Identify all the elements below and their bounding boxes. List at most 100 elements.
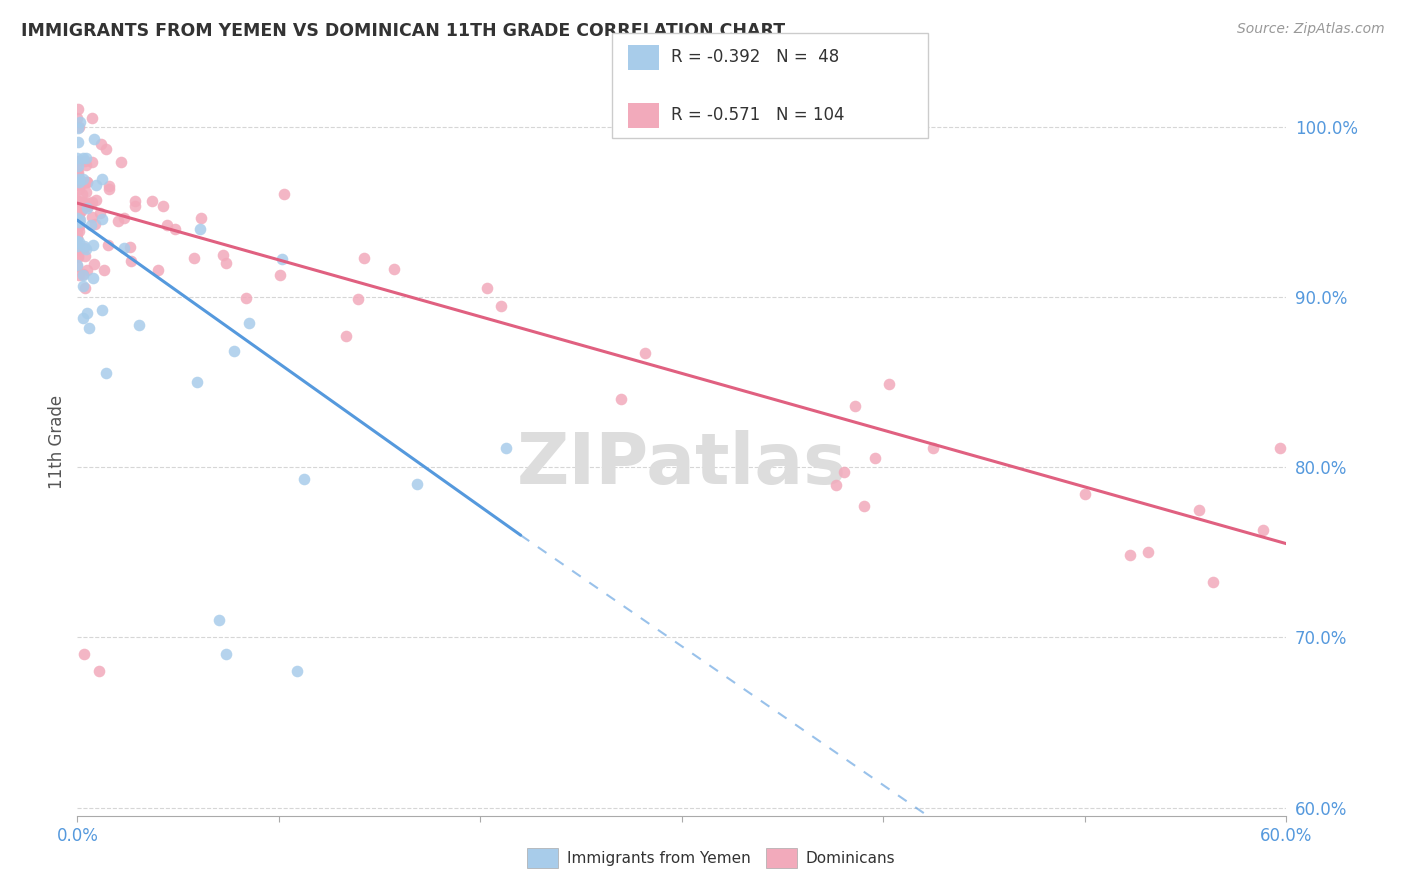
Point [90, 136, 112, 151]
Point [70, 186, 93, 201]
Point [73, 241, 96, 255]
Point [87, 665, 110, 679]
Point [66, 258, 89, 272]
Point [76, 175, 98, 189]
Point [66, 236, 89, 251]
Point [922, 441, 945, 455]
Point [1119, 548, 1142, 562]
Point [1202, 574, 1225, 589]
Point [865, 451, 887, 466]
Point [66, 178, 89, 192]
Text: Dominicans: Dominicans [806, 851, 896, 865]
Point [72, 172, 94, 186]
Point [67, 172, 90, 186]
Point [89, 206, 111, 220]
Point [107, 213, 129, 227]
Point [292, 472, 315, 486]
Point [67, 244, 90, 258]
Point [112, 241, 135, 255]
Point [69, 115, 91, 129]
Point [69, 213, 91, 227]
Point [124, 199, 146, 213]
Point [879, 376, 901, 391]
Point [66, 250, 89, 264]
Point [67, 175, 90, 189]
Point [67, 211, 90, 225]
Point [285, 665, 308, 679]
Point [382, 262, 405, 277]
Point [93, 262, 115, 277]
Point [66, 202, 89, 216]
Point [82, 238, 104, 252]
Point [235, 291, 257, 305]
Point [66, 151, 89, 165]
Text: ZIPatlas: ZIPatlas [517, 430, 846, 499]
Point [66, 201, 89, 215]
Point [183, 251, 205, 265]
Point [67, 268, 90, 282]
Point [163, 222, 186, 236]
Point [66, 225, 89, 239]
Point [91, 172, 114, 186]
Point [67, 214, 90, 228]
Point [94, 367, 117, 381]
Point [66, 193, 89, 207]
Point [1268, 441, 1291, 455]
Point [215, 256, 238, 270]
Point [67, 248, 90, 262]
Point [72, 176, 94, 190]
Point [66, 238, 89, 252]
Point [69, 173, 91, 187]
Point [66, 259, 89, 273]
Point [82, 195, 104, 210]
Point [188, 222, 211, 236]
Point [72, 311, 94, 326]
Point [76, 199, 98, 213]
Point [70, 194, 93, 209]
Point [491, 299, 513, 313]
Point [82, 112, 104, 126]
Point [208, 613, 231, 627]
Point [77, 198, 100, 212]
Point [72, 279, 94, 293]
Point [1136, 545, 1159, 559]
Point [335, 329, 357, 343]
Point [495, 441, 517, 455]
Point [475, 281, 498, 295]
Point [156, 218, 179, 232]
Point [824, 477, 846, 491]
Point [67, 240, 90, 254]
Text: IMMIGRANTS FROM YEMEN VS DOMINICAN 11TH GRADE CORRELATION CHART: IMMIGRANTS FROM YEMEN VS DOMINICAN 11TH … [21, 22, 785, 40]
Point [76, 201, 98, 215]
Point [124, 194, 146, 208]
Point [1074, 487, 1097, 501]
Point [634, 346, 657, 360]
Point [94, 142, 117, 156]
Point [97, 238, 120, 252]
Point [66, 120, 89, 135]
Point [72, 267, 94, 281]
Point [72, 201, 94, 215]
Point [70, 204, 93, 219]
Point [80, 218, 103, 232]
Point [146, 263, 169, 277]
Y-axis label: 11th Grade: 11th Grade [48, 394, 66, 489]
Point [271, 252, 294, 266]
Point [73, 648, 96, 662]
Point [66, 103, 89, 117]
Point [67, 224, 90, 238]
Point [844, 399, 866, 413]
Point [72, 194, 94, 209]
Point [66, 211, 89, 225]
Point [75, 153, 97, 168]
Point [75, 249, 97, 263]
Point [66, 168, 89, 182]
Point [152, 199, 174, 213]
Point [98, 179, 121, 194]
Point [67, 219, 90, 234]
Point [75, 158, 97, 172]
Point [212, 248, 235, 262]
Point [832, 466, 855, 480]
Point [238, 316, 260, 330]
Point [76, 195, 98, 210]
